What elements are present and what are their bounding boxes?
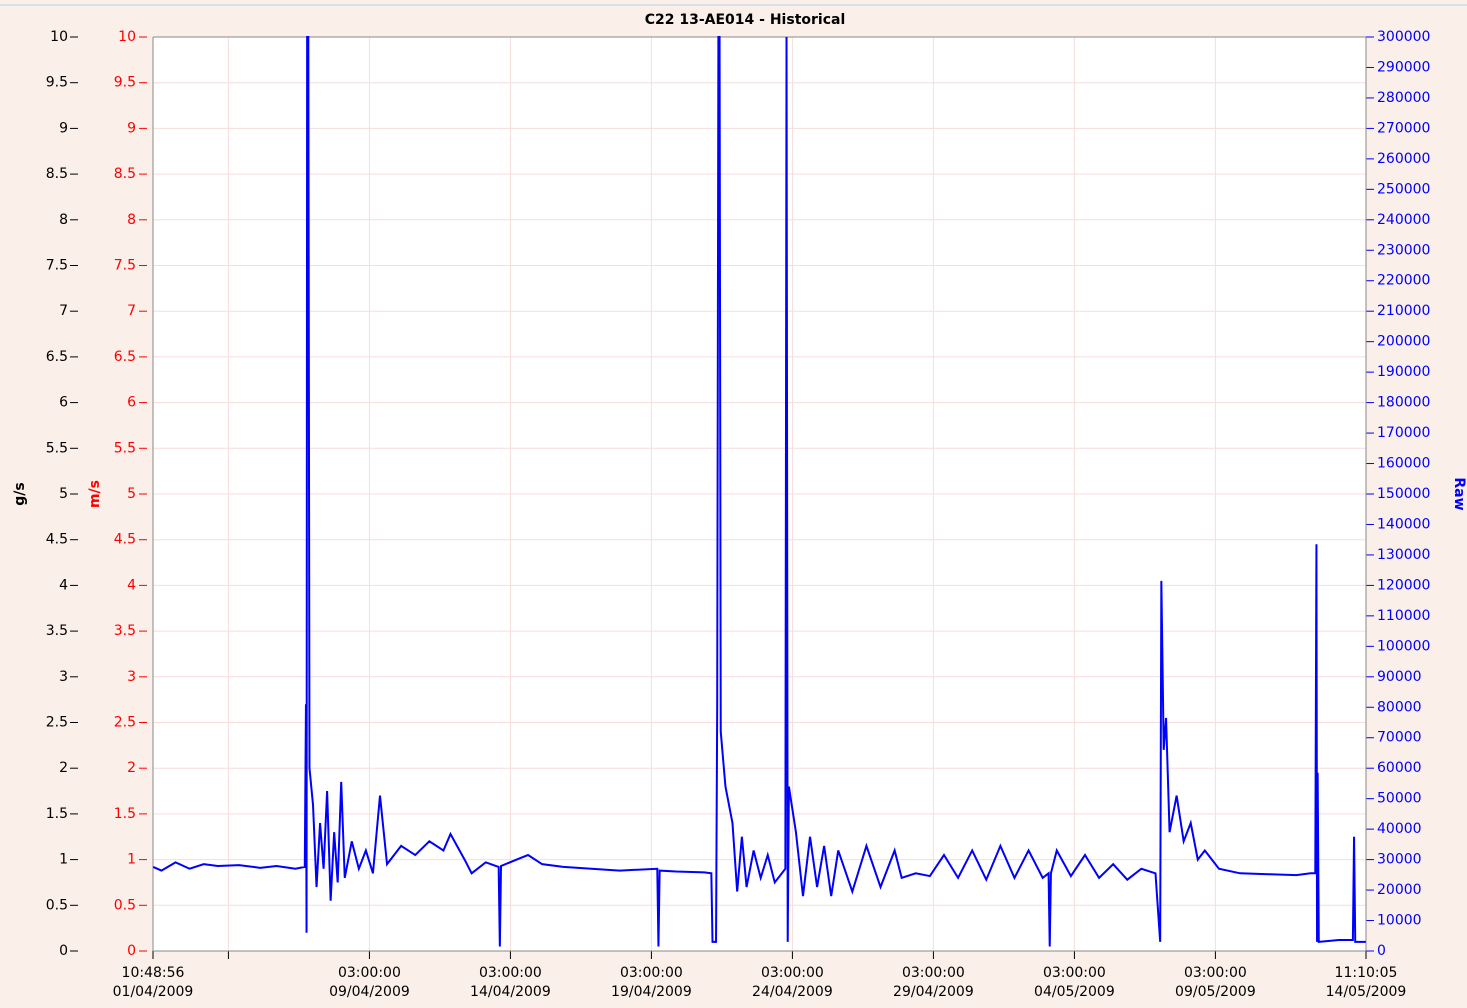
y-tick-label: 0.5 bbox=[46, 897, 68, 913]
y-tick-label: 9.5 bbox=[46, 75, 68, 91]
y-tick-label: 60000 bbox=[1377, 760, 1422, 776]
y-tick-label: 80000 bbox=[1377, 699, 1422, 715]
y-axis-title: Raw bbox=[1451, 477, 1467, 510]
y-tick-label: 280000 bbox=[1377, 90, 1430, 106]
x-tick-label: 11:10:05 bbox=[1335, 965, 1398, 981]
x-tick-label: 09/04/2009 bbox=[329, 984, 410, 1000]
data-line bbox=[152, 36, 1366, 947]
y-tick-label: 8.5 bbox=[46, 166, 68, 182]
y-tick-label: 150000 bbox=[1377, 486, 1430, 502]
y-tick-label: 290000 bbox=[1377, 59, 1430, 75]
y-tick-label: 90000 bbox=[1377, 669, 1422, 685]
y-tick-label: 200000 bbox=[1377, 334, 1430, 350]
y-tick-label: 3.5 bbox=[46, 623, 68, 639]
y-tick-label: 1 bbox=[127, 852, 136, 868]
y-tick-label: 50000 bbox=[1377, 791, 1422, 807]
y-tick-label: 3 bbox=[127, 669, 136, 685]
y-tick-label: 220000 bbox=[1377, 273, 1430, 289]
x-tick-label: 03:00:00 bbox=[1184, 965, 1247, 981]
y-tick-label: 110000 bbox=[1377, 608, 1430, 624]
y-tick-label: 9.5 bbox=[114, 75, 136, 91]
y-tick-label: 1.5 bbox=[46, 806, 68, 822]
y-tick-label: 7 bbox=[59, 303, 68, 319]
y-tick-label: 6.5 bbox=[114, 349, 136, 365]
y-tick-label: 260000 bbox=[1377, 151, 1430, 167]
y-tick-label: 9 bbox=[59, 120, 68, 136]
grid bbox=[152, 36, 1367, 952]
y-tick-label: 5.5 bbox=[114, 440, 136, 456]
y-tick-label: 130000 bbox=[1377, 547, 1430, 563]
y-tick-label: 3 bbox=[59, 669, 68, 685]
x-tick-label: 09/05/2009 bbox=[1175, 984, 1256, 1000]
y-tick-label: 3.5 bbox=[114, 623, 136, 639]
x-tick-label: 03:00:00 bbox=[338, 965, 401, 981]
x-tick-label: 29/04/2009 bbox=[893, 984, 974, 1000]
x-tick-label: 10:48:56 bbox=[122, 965, 185, 981]
x-tick-label: 03:00:00 bbox=[1043, 965, 1106, 981]
x-tick-label: 03:00:00 bbox=[761, 965, 824, 981]
x-tick-label: 03:00:00 bbox=[479, 965, 542, 981]
y-tick-label: 4.5 bbox=[46, 532, 68, 548]
x-tick-label: 14/04/2009 bbox=[470, 984, 551, 1000]
x-tick-label: 03:00:00 bbox=[902, 965, 965, 981]
y-tick-label: 0 bbox=[127, 943, 136, 959]
y-tick-label: 5 bbox=[59, 486, 68, 502]
y-tick-label: 6 bbox=[59, 395, 68, 411]
y-tick-label: 8.5 bbox=[114, 166, 136, 182]
y-tick-label: 2.5 bbox=[114, 715, 136, 731]
y-tick-label: 0 bbox=[59, 943, 68, 959]
y-tick-label: 2 bbox=[59, 760, 68, 776]
y-tick-label: 4 bbox=[127, 577, 136, 593]
y-tick-label: 0 bbox=[1377, 943, 1386, 959]
y-tick-label: 120000 bbox=[1377, 577, 1430, 593]
y-tick-label: 230000 bbox=[1377, 242, 1430, 258]
y-tick-label: 270000 bbox=[1377, 120, 1430, 136]
y-tick-label: 10 bbox=[50, 29, 68, 45]
y-tick-label: 10000 bbox=[1377, 913, 1422, 929]
y-tick-label: 5 bbox=[127, 486, 136, 502]
y-tick-label: 8 bbox=[127, 212, 136, 228]
y-tick-label: 5.5 bbox=[46, 440, 68, 456]
y-tick-label: 210000 bbox=[1377, 303, 1430, 319]
y-tick-label: 250000 bbox=[1377, 181, 1430, 197]
y-tick-label: 70000 bbox=[1377, 730, 1422, 746]
y-tick-label: 4 bbox=[59, 577, 68, 593]
y-tick-label: 2 bbox=[127, 760, 136, 776]
y-tick-label: 2.5 bbox=[46, 715, 68, 731]
y-tick-label: 6 bbox=[127, 395, 136, 411]
y-axis-title: g/s bbox=[12, 482, 28, 505]
y-tick-label: 4.5 bbox=[114, 532, 136, 548]
y-tick-label: 10 bbox=[118, 29, 136, 45]
x-tick-label: 04/05/2009 bbox=[1034, 984, 1115, 1000]
y-tick-label: 160000 bbox=[1377, 456, 1430, 472]
y-tick-label: 7 bbox=[127, 303, 136, 319]
y-tick-label: 300000 bbox=[1377, 29, 1430, 45]
y-tick-label: 1.5 bbox=[114, 806, 136, 822]
y-tick-label: 8 bbox=[59, 212, 68, 228]
y-tick-label: 30000 bbox=[1377, 852, 1422, 868]
y-tick-label: 9 bbox=[127, 120, 136, 136]
y-tick-label: 100000 bbox=[1377, 638, 1430, 654]
x-tick-label: 24/04/2009 bbox=[752, 984, 833, 1000]
y-tick-label: 190000 bbox=[1377, 364, 1430, 380]
y-tick-label: 7.5 bbox=[46, 258, 68, 274]
y-tick-label: 140000 bbox=[1377, 516, 1430, 532]
x-tick-label: 14/05/2009 bbox=[1326, 984, 1407, 1000]
y-axis-title: m/s bbox=[87, 480, 103, 508]
y-tick-label: 40000 bbox=[1377, 821, 1422, 837]
x-tick-label: 03:00:00 bbox=[620, 965, 683, 981]
y-tick-label: 0.5 bbox=[114, 897, 136, 913]
y-tick-label: 240000 bbox=[1377, 212, 1430, 228]
y-tick-label: 1 bbox=[59, 852, 68, 868]
y-tick-label: 170000 bbox=[1377, 425, 1430, 441]
y-tick-label: 7.5 bbox=[114, 258, 136, 274]
y-tick-label: 6.5 bbox=[46, 349, 68, 365]
chart-title: C22 13-AE014 - Historical bbox=[645, 12, 846, 28]
y-tick-label: 20000 bbox=[1377, 882, 1422, 898]
x-tick-label: 01/04/2009 bbox=[113, 984, 194, 1000]
x-tick-label: 19/04/2009 bbox=[611, 984, 692, 1000]
y-tick-label: 180000 bbox=[1377, 395, 1430, 411]
